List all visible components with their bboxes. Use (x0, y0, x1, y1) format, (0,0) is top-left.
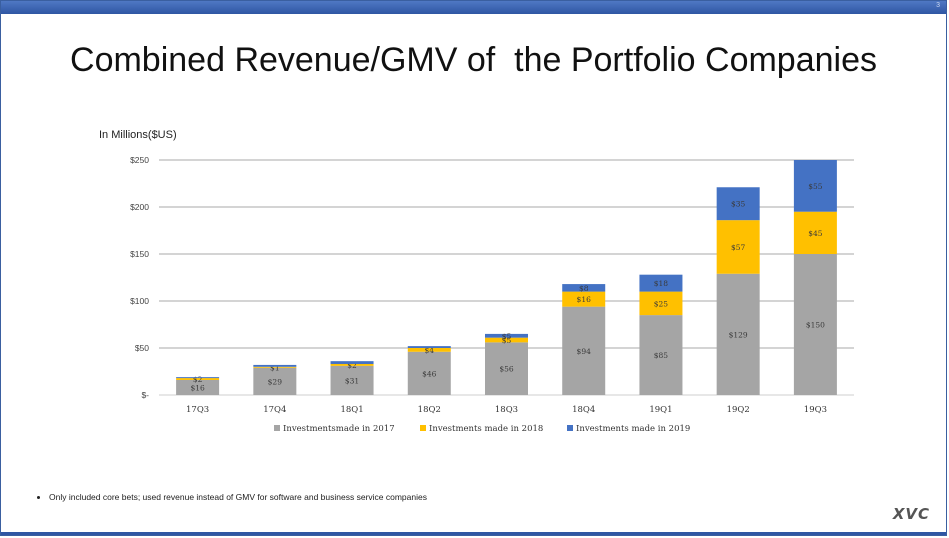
data-label: $85 (654, 351, 669, 360)
slide-title: Combined Revenue/GMV of the Portfolio Co… (70, 41, 877, 79)
data-label: $1 (270, 363, 280, 372)
legend-label: Investmentsmade in 2017 (283, 424, 395, 434)
bar-segment (176, 377, 220, 379)
bar-segment (176, 378, 220, 380)
footnote: Only included core bets; used revenue in… (37, 492, 427, 502)
data-label: $150 (806, 321, 825, 330)
y-tick-label: $250 (130, 155, 149, 165)
bar-segment (330, 365, 374, 395)
bar-segment (330, 363, 374, 366)
data-label: $46 (422, 369, 437, 378)
bar-segment (407, 346, 451, 348)
bar-segment (330, 361, 374, 364)
data-label: $16 (577, 295, 592, 304)
data-label: $45 (808, 229, 823, 238)
bar-segment (639, 274, 683, 292)
data-label: $18 (654, 279, 669, 288)
footnote-text: Only included core bets; used revenue in… (49, 492, 427, 502)
x-tick-label: 18Q1 (340, 405, 363, 415)
legend-swatch (567, 425, 573, 431)
bar-segment (253, 364, 297, 367)
x-tick-label: 17Q4 (263, 405, 286, 415)
xvc-logo: XVC (892, 505, 930, 523)
data-label: $25 (654, 299, 669, 308)
data-label: $5 (502, 336, 512, 345)
data-label: $8 (579, 284, 589, 293)
data-label: $57 (731, 243, 746, 252)
x-tick-label: 18Q4 (572, 405, 595, 415)
bar-segment (562, 306, 606, 395)
bar-segment (407, 348, 451, 352)
bar-segment (176, 379, 220, 395)
legend-swatch (274, 425, 280, 431)
bar-segment (793, 211, 837, 254)
bar-segment (716, 220, 760, 274)
bar-segment (793, 160, 837, 212)
bar-segment (485, 337, 528, 343)
x-tick-label: 19Q3 (804, 405, 827, 415)
y-tick-label: $150 (130, 249, 149, 259)
data-label: $5 (502, 332, 512, 341)
y-tick-label: $200 (130, 202, 149, 212)
data-label: $2 (193, 375, 203, 384)
bar-segment (793, 254, 837, 395)
bar-segment (716, 187, 760, 221)
data-label: $129 (729, 330, 748, 339)
bar-segment (485, 333, 528, 338)
bar-segment (562, 284, 606, 292)
unit-label: In Millions($US) (99, 129, 177, 141)
x-tick-label: 19Q1 (649, 405, 672, 415)
data-label: $16 (190, 383, 205, 392)
bar-segment (253, 366, 297, 368)
y-tick-label: $50 (135, 343, 149, 353)
bar-segment (639, 315, 683, 395)
data-label: $94 (577, 347, 592, 356)
x-tick-label: 18Q2 (418, 405, 441, 415)
legend-label: Investments made in 2019 (576, 424, 690, 434)
page-number: 3 (936, 2, 940, 9)
bar-segment (253, 367, 297, 395)
slide-top-bar: 3 (1, 1, 946, 14)
bar-segment (639, 291, 683, 316)
bar-segment (562, 291, 606, 307)
y-tick-label: $- (141, 390, 149, 400)
data-label: $55 (808, 182, 823, 191)
legend-swatch (420, 425, 426, 431)
x-tick-label: 18Q3 (495, 405, 518, 415)
data-label: $2 (347, 361, 357, 370)
y-tick-label: $100 (130, 296, 149, 306)
data-label: $31 (345, 376, 359, 385)
data-label: $35 (731, 200, 746, 209)
x-tick-label: 17Q3 (186, 405, 209, 415)
bar-segment (485, 342, 528, 395)
data-label: $56 (499, 365, 514, 374)
bar-segment (407, 351, 451, 395)
data-label: $29 (268, 377, 283, 386)
bar-segment (716, 273, 760, 395)
x-tick-label: 19Q2 (727, 405, 750, 415)
legend-label: Investments made in 2018 (429, 424, 543, 434)
data-label: $4 (425, 346, 435, 355)
revenue-chart: $-$50$100$150$200$250$16$217Q3$29$117Q4$… (130, 155, 854, 434)
slide-bottom-bar (1, 532, 946, 535)
bullet-icon (37, 495, 40, 499)
